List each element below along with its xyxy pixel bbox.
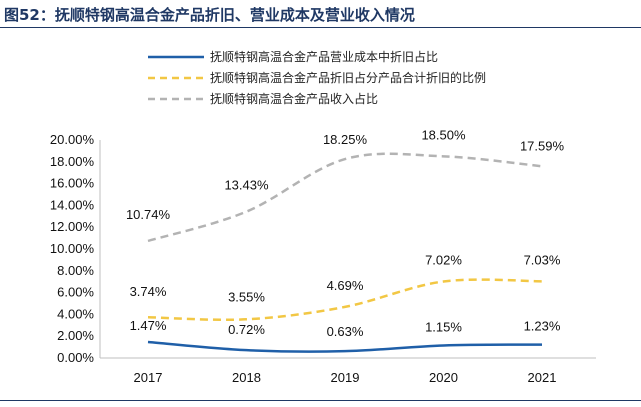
revenue-share-line — [147, 152, 543, 243]
chart-title: 图52：抚顺特钢高温合金产品折旧、营业成本及营业收入情况 — [4, 6, 415, 24]
x-tick-label: 2017 — [134, 370, 163, 385]
x-axis: 2017 2018 2019 2020 2021 — [100, 357, 596, 385]
y-tick-label: 18.00% — [50, 154, 95, 169]
data-label: 3.74% — [130, 284, 167, 299]
legend: 抚顺特钢高温合金产品营业成本中折旧占比抚顺特钢高温合金产品折旧占分产品合计折旧的… — [148, 49, 486, 106]
x-tick-label: 2019 — [331, 370, 360, 385]
data-label: 13.43% — [224, 178, 269, 193]
data-label: 17.59% — [520, 138, 565, 153]
y-tick-label: 6.00% — [57, 285, 94, 300]
y-tick-label: 0.00% — [57, 350, 94, 365]
y-tick-label: 12.00% — [50, 219, 95, 234]
y-axis: 0.00% 2.00% 4.00% 6.00% 8.00% 10.00% 12.00% 14.… — [50, 132, 101, 365]
y-tick-label: 10.00% — [50, 241, 95, 256]
title-rule — [0, 27, 641, 28]
y-tick-label: 20.00% — [50, 132, 95, 147]
data-label: 0.72% — [228, 322, 265, 337]
data-label: 4.69% — [327, 278, 364, 293]
data-label: 10.74% — [126, 207, 171, 222]
data-label: 1.23% — [524, 319, 561, 334]
data-label: 0.63% — [327, 324, 364, 339]
data-label: 1.47% — [130, 318, 167, 333]
x-tick-label: 2021 — [528, 370, 557, 385]
y-tick-label: 14.00% — [50, 197, 95, 212]
data-label: 7.02% — [425, 252, 462, 267]
data-label: 7.03% — [524, 252, 561, 267]
y-tick-label: 2.00% — [57, 328, 94, 343]
y-tick-label: 8.00% — [57, 263, 94, 278]
legend-label: 抚顺特钢高温合金产品折旧占分产品合计折旧的比例 — [210, 70, 486, 85]
title-bar: 图52：抚顺特钢高温合金产品折旧、营业成本及营业收入情况 — [0, 0, 641, 28]
legend-label: 抚顺特钢高温合金产品营业成本中折旧占比 — [210, 49, 438, 64]
data-label: 1.15% — [425, 319, 462, 334]
data-label: 18.50% — [421, 127, 466, 142]
x-tick-label: 2018 — [232, 370, 261, 385]
bottom-rule — [0, 400, 641, 401]
data-labels: 1.47% 0.72% 0.63% 1.15% 1.23% 3.74% 3.55% 4.69%… — [126, 127, 565, 339]
y-tick-label: 16.00% — [50, 176, 95, 191]
depreciation-share-of-total-line — [147, 278, 543, 322]
y-tick-label: 4.00% — [57, 306, 94, 321]
depreciation-share-of-cost-line — [147, 340, 543, 353]
x-tick-label: 2020 — [429, 370, 458, 385]
series-lines — [147, 152, 543, 353]
data-label: 18.25% — [323, 132, 368, 147]
legend-label: 抚顺特钢高温合金产品收入占比 — [210, 91, 378, 106]
data-label: 3.55% — [228, 289, 265, 304]
